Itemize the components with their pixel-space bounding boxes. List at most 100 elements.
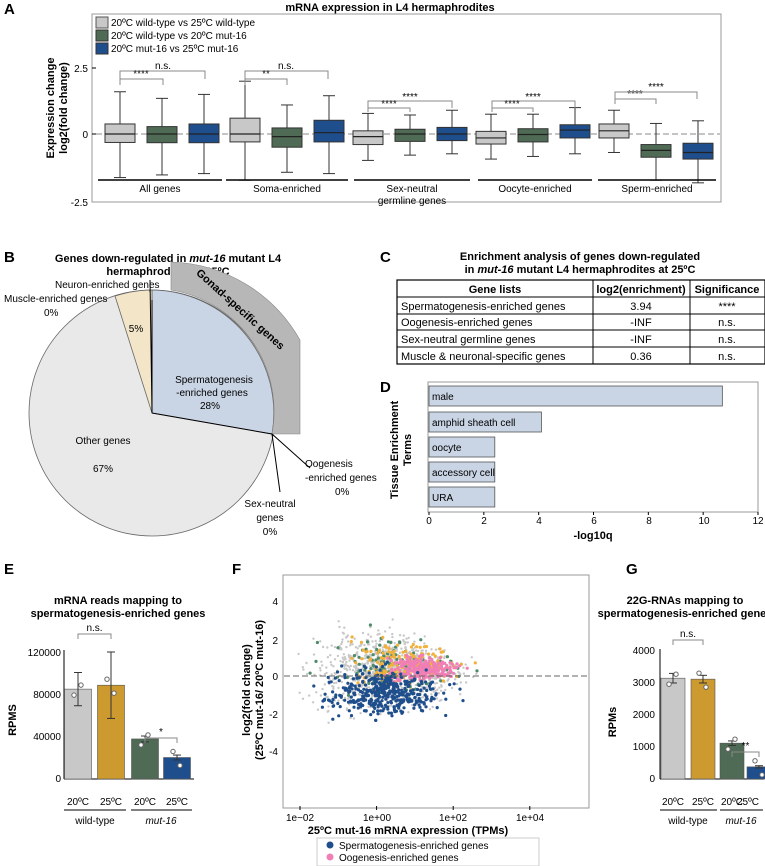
gene-point (374, 639, 377, 643)
sex-neutral-point (386, 650, 391, 654)
pie-label: genes (256, 513, 283, 524)
spermatogenesis-point (424, 695, 429, 699)
sex-neutral-point (418, 645, 422, 649)
spermatogenesis-point (331, 697, 335, 702)
bar (660, 677, 686, 780)
panel-e-yticks: 120000 80000 40000 0 (28, 648, 62, 785)
spermatogenesis-point (372, 705, 376, 709)
gene-point (413, 632, 416, 635)
sig-bracket (77, 633, 112, 639)
group-label: mut-16 (725, 816, 757, 827)
sig-label: **** (627, 89, 643, 100)
spermatogenesis-point (343, 698, 347, 702)
gene-point (391, 635, 394, 639)
pie-label: 0% (263, 527, 278, 538)
gene-point (327, 705, 330, 708)
gene-point (361, 631, 365, 635)
spermatogenesis-point (424, 680, 428, 684)
panel-b-letter: B (4, 249, 15, 266)
gene-point (383, 665, 387, 668)
panel-f: F log2(fold change) (25ºC mut-16/ 20ºC m… (232, 561, 590, 866)
spermatogenesis-point (326, 675, 330, 680)
muscle-neuronal-point (389, 640, 393, 645)
muscle-neuronal-point (378, 643, 382, 647)
spermatogenesis-point (412, 678, 416, 682)
x-tick: 8 (646, 516, 652, 527)
gene-point (332, 665, 335, 668)
oogenesis-point (430, 658, 434, 662)
gene-point (348, 659, 351, 662)
oogenesis-point (389, 658, 393, 663)
gene-point (348, 668, 352, 671)
spermatogenesis-point (393, 710, 397, 714)
spermatogenesis-point (374, 718, 378, 723)
panel-e: E mRNA reads mapping to spermatogenesis-… (4, 561, 205, 827)
spermatogenesis-point (376, 709, 380, 713)
gene-point (440, 685, 443, 688)
replicate-dot (703, 684, 709, 690)
panel-a-ylabel: Expression change (45, 58, 57, 159)
spermatogenesis-point (334, 695, 338, 699)
gene-point (373, 646, 376, 649)
spermatogenesis-point (411, 688, 415, 692)
sex-neutral-point (439, 650, 443, 654)
gene-point (343, 658, 347, 661)
spermatogenesis-point (376, 712, 380, 716)
gene-point (428, 708, 432, 711)
oogenesis-point (422, 677, 426, 681)
spermatogenesis-point (362, 687, 366, 691)
panel-b-title-part: mutant L4 (229, 253, 282, 265)
gene-point (343, 667, 346, 670)
spermatogenesis-point (411, 692, 415, 696)
table-cell: Spermatogenesis-enriched genes (401, 301, 566, 313)
panel-a-title: mRNA expression in L4 hermaphrodites (285, 2, 494, 14)
oogenesis-point (405, 658, 409, 662)
spermatogenesis-point (335, 670, 340, 674)
replicate-dot (78, 682, 84, 688)
panel-d-bars: male amphid sheath cell oocyte accessory ce… (428, 385, 759, 515)
spermatogenesis-point (347, 686, 351, 690)
group-label: Oocyte-enriched (498, 184, 571, 195)
spermatogenesis-point (417, 683, 421, 688)
gene-point (376, 633, 379, 636)
panel-g-title: 22G-RNAs mapping to (627, 595, 744, 607)
spermatogenesis-point (461, 699, 465, 703)
gene-point (346, 664, 349, 667)
spermatogenesis-point (392, 685, 396, 689)
x-tick: 2 (481, 516, 487, 527)
box (394, 128, 426, 142)
spermatogenesis-point (379, 686, 383, 690)
oogenesis-point (423, 659, 428, 663)
oogenesis-point (437, 672, 441, 676)
gene-point (402, 638, 405, 642)
muscle-neuronal-point (419, 638, 423, 642)
gene-point (457, 670, 460, 674)
y-tick: 4 (272, 597, 278, 608)
muscle-neuronal-point (357, 662, 361, 666)
spermatogenesis-point (430, 695, 434, 699)
x-tick: 1e+04 (516, 813, 545, 824)
spermatogenesis-point (343, 673, 347, 677)
group-label: wild-type (74, 816, 115, 827)
x-tick: 4 (536, 516, 542, 527)
legend-swatch-gray (95, 16, 109, 29)
panel-f-letter: F (232, 561, 241, 578)
x-tick: 0 (426, 516, 432, 527)
spermatogenesis-point (364, 709, 368, 713)
gene-point (335, 681, 338, 684)
spermatogenesis-point (381, 695, 385, 699)
gene-point (414, 649, 418, 652)
oogenesis-point (386, 656, 390, 660)
sex-neutral-point (356, 681, 360, 685)
sex-neutral-point (473, 661, 477, 665)
sex-neutral-point (369, 657, 373, 661)
oogenesis-point (426, 662, 430, 666)
table-cell: n.s. (718, 317, 736, 329)
panel-b-title-italic: mut-16 (189, 253, 226, 265)
gene-point (334, 672, 337, 675)
sex-neutral-point (384, 669, 388, 674)
gene-point (470, 656, 473, 659)
table-cell: n.s. (718, 334, 736, 346)
sex-neutral-point (364, 650, 368, 654)
